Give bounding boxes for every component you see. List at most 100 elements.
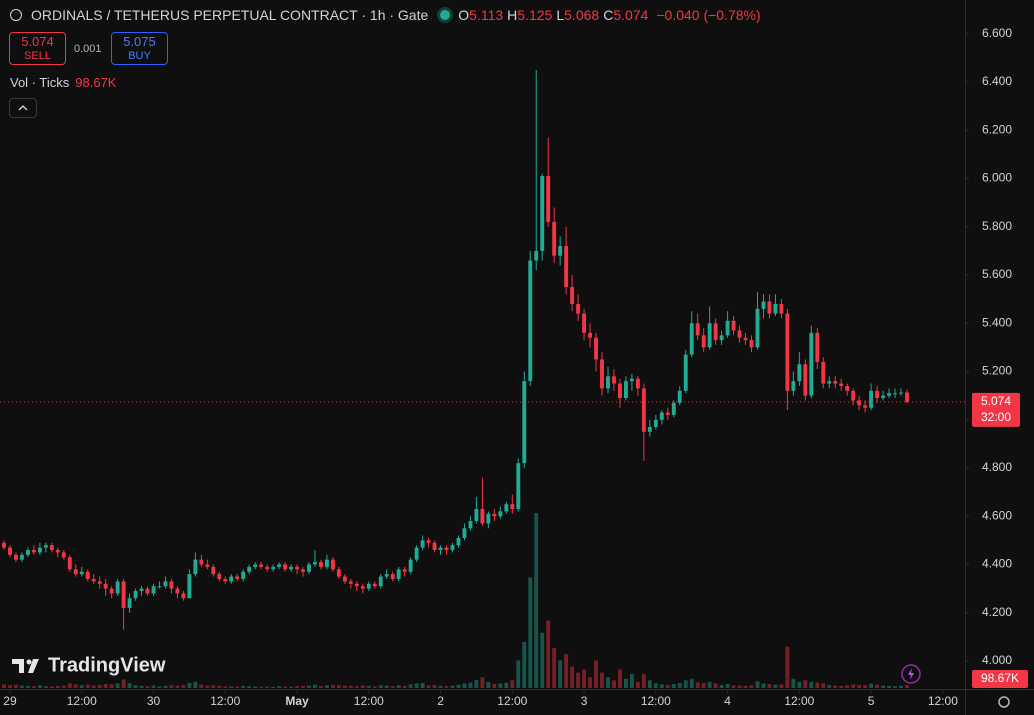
volume-bar: [594, 660, 598, 688]
volume-bar: [43, 686, 48, 688]
volume-bar: [25, 685, 30, 688]
volume-bar: [785, 646, 790, 688]
x-tick-label: 2: [437, 694, 444, 708]
volume-bar: [157, 686, 162, 688]
candle-body: [67, 557, 72, 570]
candle-body: [743, 337, 748, 341]
candle-body: [791, 381, 796, 391]
volume-bar: [540, 632, 545, 688]
y-tick-label: 4.000: [982, 653, 1012, 667]
volume-bar: [474, 680, 479, 688]
x-tick-label: 29: [3, 694, 17, 708]
candle-body: [49, 545, 54, 551]
volume-bar: [67, 683, 72, 688]
candle-body: [600, 359, 604, 389]
candle-body: [175, 588, 180, 594]
volume-bar: [821, 683, 826, 688]
volume-bar: [301, 685, 305, 688]
volume-bar: [336, 685, 341, 688]
volume-bar: [713, 683, 718, 688]
volume-bar: [809, 681, 814, 688]
volume-bar: [791, 678, 796, 688]
volume-bar: [31, 686, 36, 688]
candle-body: [235, 576, 240, 579]
candle-body: [8, 547, 12, 555]
candle-body: [265, 566, 270, 570]
volume-bar: [743, 685, 748, 688]
candle-body: [612, 376, 616, 384]
candle-body: [103, 583, 108, 589]
settings-button[interactable]: [998, 696, 1010, 708]
volume-bar: [91, 685, 96, 688]
volume-bar: [839, 685, 844, 688]
price-tag: [972, 392, 1020, 427]
volume-bar: [582, 669, 587, 688]
candle-body: [205, 564, 210, 567]
candle-body: [372, 583, 377, 587]
sell-button[interactable]: 5.074 SELL: [9, 32, 66, 65]
alert-button[interactable]: [901, 664, 921, 684]
volume-bar: [426, 685, 431, 688]
candle-body: [713, 323, 718, 341]
volume-bar: [295, 686, 299, 688]
candle-body: [61, 552, 66, 558]
volume-bar: [797, 681, 802, 688]
candle-body: [211, 566, 216, 575]
candle-body: [271, 566, 276, 570]
volume-bar: [618, 669, 622, 688]
volume-bar: [277, 686, 282, 688]
candle-body: [534, 250, 539, 261]
volume-bar: [283, 686, 288, 688]
candle-body: [665, 412, 670, 415]
y-tick-label: 5.200: [982, 364, 1012, 378]
candle-body: [444, 547, 449, 551]
volume-bar: [528, 577, 533, 688]
volume-bar: [414, 683, 419, 688]
candle-body: [109, 588, 114, 594]
volume-bar: [342, 685, 347, 688]
candle-body: [773, 303, 778, 314]
candle-body: [402, 569, 407, 572]
volume-bar: [217, 685, 222, 688]
candle-body: [576, 303, 581, 314]
y-tick-label: 6.400: [982, 74, 1012, 88]
volume-bar: [671, 684, 676, 688]
candle-body: [324, 559, 329, 567]
candle-body: [761, 301, 766, 309]
candle-body: [659, 412, 664, 420]
volume-bar: [857, 684, 862, 688]
volume-bar: [163, 685, 168, 688]
volume-bar: [767, 684, 772, 688]
candle-body: [749, 340, 754, 348]
volume-bar: [731, 685, 736, 688]
volume-bar: [450, 685, 455, 688]
volume-bar: [827, 685, 832, 688]
volume-bar: [701, 683, 706, 688]
volume-bar: [109, 684, 114, 688]
collapse-button[interactable]: [9, 98, 37, 118]
volume-tag: [972, 670, 1028, 688]
volume-bar: [629, 674, 634, 688]
volume-bar: [199, 684, 204, 688]
volume-bar: [181, 684, 186, 688]
candle-body: [689, 323, 694, 355]
candle-body: [181, 593, 186, 599]
sell-price: 5.074: [21, 34, 54, 49]
candle-body: [647, 426, 652, 432]
volume-bar: [803, 680, 808, 688]
candle-body: [115, 581, 120, 594]
candle-body: [432, 542, 437, 551]
volume-bar: [641, 674, 646, 688]
volume-bar: [887, 685, 891, 688]
y-tick-label: 6.200: [982, 122, 1012, 136]
x-tick-label: 4: [724, 694, 731, 708]
volume-bar: [588, 677, 592, 688]
buy-button[interactable]: 5.075 BUY: [111, 32, 168, 65]
volume-bar: [85, 684, 90, 688]
candle-body: [259, 564, 264, 567]
candle-body: [480, 509, 485, 524]
candle-body: [522, 381, 527, 464]
volume-bar: [851, 684, 856, 688]
volume-bar: [635, 681, 640, 688]
